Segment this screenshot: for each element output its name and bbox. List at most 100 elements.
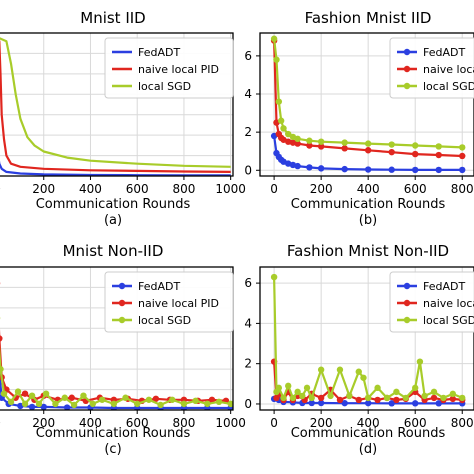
data-point: [152, 395, 160, 402]
x-tick-label: 400: [79, 416, 102, 430]
data-point: [42, 390, 50, 397]
legend-label: naive local PID: [138, 63, 219, 76]
data-point: [306, 142, 313, 149]
x-axis-label: Communication Rounds: [291, 197, 446, 212]
axes-frame: [259, 266, 474, 411]
x-tick-label: 400: [357, 416, 380, 430]
legend-label: local SGD: [423, 80, 474, 93]
data-point: [277, 117, 285, 124]
data-point: [327, 392, 334, 400]
data-point: [430, 394, 438, 402]
series-line-fedadt: [0, 160, 231, 176]
data-point: [180, 400, 188, 408]
data-point: [421, 392, 428, 400]
plot-area: [0, 282, 233, 410]
data-point: [412, 142, 419, 149]
data-point: [285, 382, 292, 390]
data-point: [294, 135, 301, 143]
chart-panel-1: 0 200 400 600 800 1000 Mnist IID Communication …: [0, 9, 246, 228]
x-tick-label: 600: [404, 416, 427, 430]
data-point: [435, 166, 442, 174]
legend-label: naive local PID: [138, 297, 219, 310]
x-tick-label: 600: [126, 182, 149, 196]
y-tick-label: 0: [244, 397, 252, 411]
x-tick-label: 0: [0, 182, 1, 196]
data-point: [192, 397, 199, 405]
data-point: [449, 395, 457, 403]
data-point: [388, 141, 395, 148]
data-point: [393, 388, 400, 396]
data-point: [204, 400, 211, 408]
legend-label: naive local PID: [423, 63, 474, 76]
data-point: [440, 394, 447, 402]
data-point: [275, 384, 283, 392]
data-point: [459, 152, 466, 160]
legend-marker: [403, 65, 411, 73]
chart-title: Fashion Mnist IID: [305, 9, 432, 27]
legend-label: naive local PID: [423, 297, 474, 310]
x-tick-label: 400: [79, 182, 102, 196]
chart-title: Fashion Mnist Non-IID: [287, 242, 449, 260]
data-point: [294, 388, 301, 396]
data-point: [355, 368, 362, 375]
data-point: [435, 400, 442, 407]
data-point: [317, 143, 325, 150]
data-point: [306, 137, 313, 144]
x-axis-label: Communication Rounds: [36, 197, 191, 212]
legend-label: local SGD: [138, 314, 191, 327]
panel-caption: (b): [359, 213, 377, 228]
data-point: [40, 403, 47, 410]
data-point: [308, 394, 315, 402]
data-point: [317, 165, 325, 172]
legend-marker: [403, 299, 411, 307]
chart-panel-3: 0 200 400 600 800 1000 Mnist Non-IID Communicat…: [0, 242, 246, 457]
data-point: [412, 150, 419, 158]
y-tick-label: 4: [244, 87, 252, 101]
data-point: [110, 400, 118, 408]
data-point: [435, 143, 442, 150]
data-point: [280, 125, 287, 132]
data-point: [299, 392, 306, 400]
data-point: [63, 404, 71, 410]
data-point: [0, 335, 3, 342]
x-tick-label: 200: [32, 416, 55, 430]
data-point: [169, 396, 176, 403]
data-point: [215, 398, 223, 406]
data-point: [412, 384, 419, 392]
data-point: [35, 400, 43, 408]
data-point: [393, 396, 400, 404]
data-point: [227, 400, 233, 408]
x-tick-label: 600: [126, 416, 149, 430]
data-point: [270, 35, 278, 42]
x-axis-label: Communication Rounds: [36, 426, 191, 441]
data-point: [402, 394, 410, 402]
legend-box: [104, 37, 234, 99]
x-tick-label: 800: [172, 416, 195, 430]
axes-frame: [0, 32, 234, 177]
data-point: [98, 396, 106, 403]
data-point: [355, 396, 362, 404]
data-point: [435, 151, 442, 159]
legend-marker: [403, 82, 411, 90]
data-point: [341, 165, 348, 173]
plot-area: [270, 273, 466, 407]
legend: FedADT naive local PID local SGD: [104, 271, 234, 333]
x-tick-label: 600: [404, 182, 427, 196]
x-tick-label: 1000: [215, 182, 246, 196]
data-point: [61, 394, 68, 401]
x-tick-label: 200: [32, 182, 55, 196]
data-point: [285, 130, 292, 138]
y-tick-label: 2: [244, 357, 252, 371]
legend-marker: [403, 282, 411, 290]
data-point: [52, 400, 59, 408]
legend-label: FedADT: [138, 46, 180, 59]
data-point: [388, 166, 395, 173]
legend: FedADT naive local PID local SGD: [104, 37, 234, 99]
data-point: [68, 394, 75, 401]
data-point: [412, 166, 419, 174]
data-point: [80, 392, 87, 399]
data-point: [0, 365, 4, 373]
panel-caption: (a): [104, 213, 122, 228]
series-line-naive-local-pid: [0, 40, 231, 173]
data-point: [14, 388, 22, 395]
